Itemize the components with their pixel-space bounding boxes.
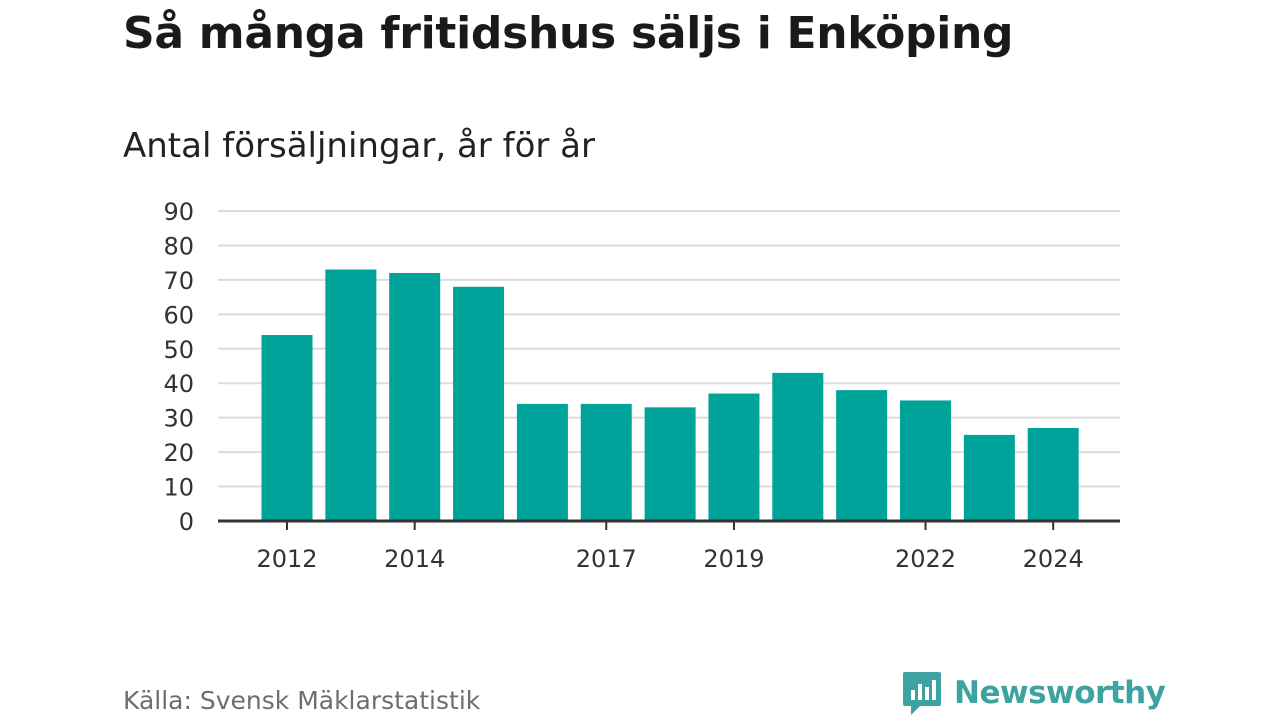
bar <box>453 286 505 521</box>
y-tick-label: 40 <box>163 370 194 398</box>
bar <box>772 372 824 521</box>
bar <box>261 335 313 521</box>
bar <box>836 390 888 521</box>
y-tick-label: 70 <box>163 267 194 295</box>
y-tick-label: 50 <box>163 336 194 364</box>
bar <box>516 403 568 521</box>
chart-title: Så många fritidshus säljs i Enköping <box>123 8 1014 59</box>
y-tick-label: 30 <box>163 405 194 433</box>
bar <box>580 403 632 521</box>
logo-text: Newsworthy <box>954 675 1166 711</box>
bar <box>389 273 441 521</box>
bar <box>963 434 1015 521</box>
y-tick-label: 60 <box>163 301 194 329</box>
x-tick-label: 2024 <box>1023 545 1084 573</box>
bar <box>1027 428 1079 521</box>
x-tick-label: 2012 <box>256 545 317 573</box>
y-tick-label: 80 <box>163 232 194 260</box>
x-tick-label: 2022 <box>895 545 956 573</box>
chart-subtitle: Antal försäljningar, år för år <box>123 126 595 166</box>
bar <box>900 400 951 521</box>
x-tick-label: 2019 <box>703 545 764 573</box>
y-tick-label: 10 <box>163 474 194 502</box>
newsworthy-logo: Newsworthy <box>902 670 1166 716</box>
bar <box>644 407 696 521</box>
bar-chart-speech-bubble-icon <box>903 672 941 715</box>
bar-chart: 0 10 20 30 40 50 60 70 80 90 2012 2014 2017 2019 2022 2… <box>163 198 1120 573</box>
bar <box>708 393 760 521</box>
y-tick-label: 90 <box>163 198 194 226</box>
y-tick-label: 0 <box>179 508 194 536</box>
bar <box>325 269 377 521</box>
x-tick-label: 2017 <box>576 545 637 573</box>
y-tick-label: 20 <box>163 439 194 467</box>
x-tick-label: 2014 <box>384 545 445 573</box>
source-note: Källa: Svensk Mäklarstatistik <box>123 686 481 715</box>
